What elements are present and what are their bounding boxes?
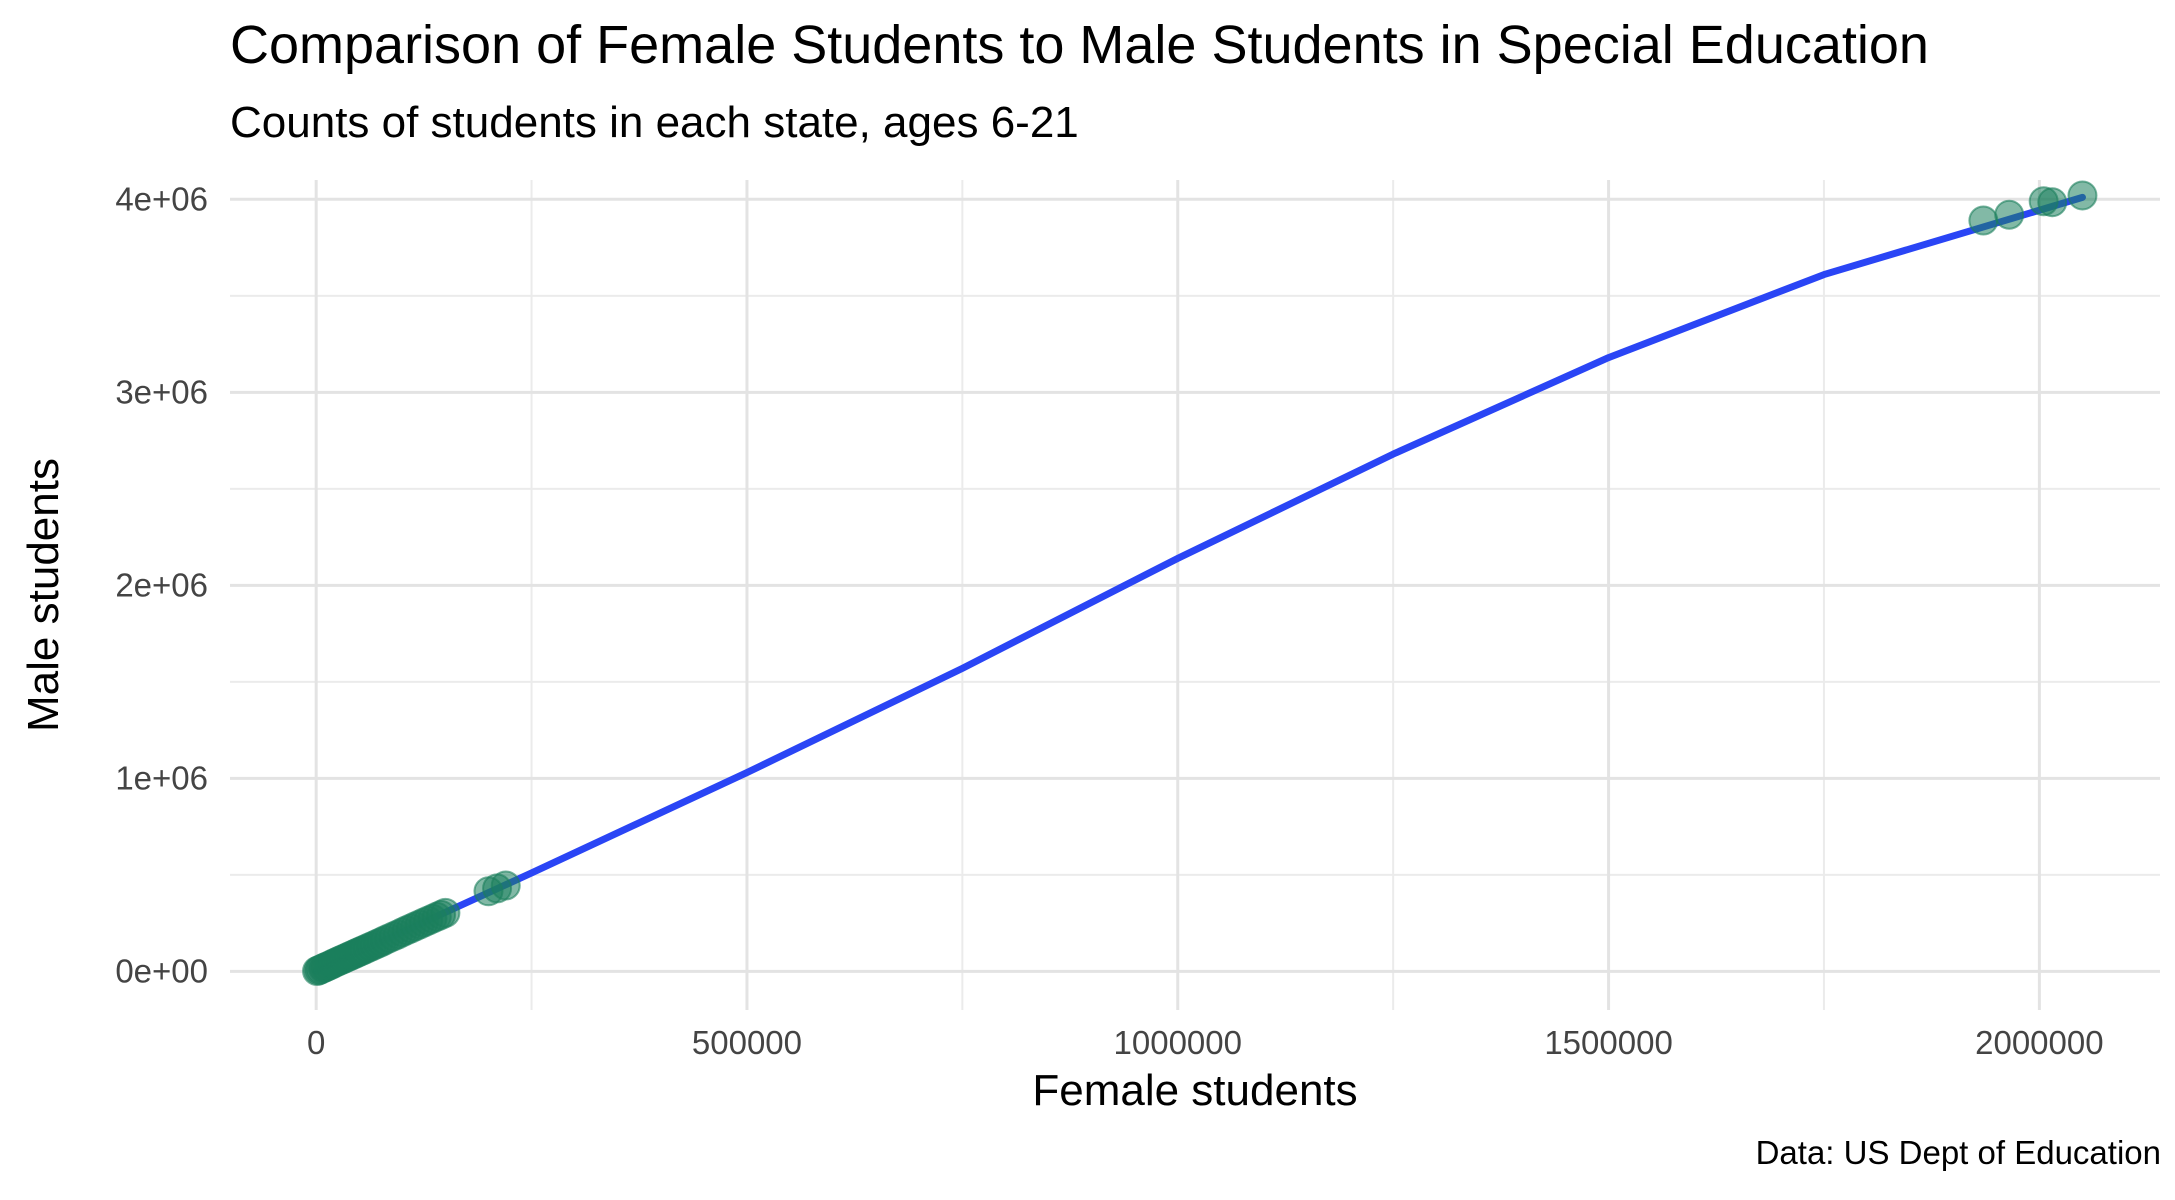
data-point (490, 870, 521, 901)
x-tick-label: 500000 (692, 1024, 802, 1061)
x-tick-label: 1500000 (1544, 1024, 1672, 1061)
y-tick-label: 4e+06 (115, 180, 208, 217)
chart-subtitle: Counts of students in each state, ages 6… (230, 98, 1079, 147)
x-tick-label: 1000000 (1114, 1024, 1242, 1061)
x-tick-label: 0 (307, 1024, 325, 1061)
y-tick-label: 0e+00 (115, 952, 208, 989)
y-tick-labels: 0e+00 1e+06 2e+06 3e+06 4e+06 (115, 180, 208, 989)
y-tick-label: 2e+06 (115, 566, 208, 603)
chart-caption: Data: US Dept of Education (1755, 1134, 2161, 1171)
data-point (1968, 205, 1999, 236)
data-point (2037, 187, 2068, 218)
y-tick-label: 1e+06 (115, 759, 208, 796)
data-point (430, 897, 461, 928)
points-group (302, 180, 2098, 987)
chart-title: Comparison of Female Students to Male St… (230, 15, 1929, 75)
trend-line-group (312, 193, 2086, 975)
y-axis-title: Male students (19, 458, 68, 732)
data-point (1994, 199, 2025, 230)
grid-lines (230, 180, 2160, 1010)
x-tick-label: 2000000 (1975, 1024, 2103, 1061)
data-point (2067, 180, 2098, 211)
x-axis-title: Female students (1032, 1066, 1357, 1115)
y-tick-label: 3e+06 (115, 373, 208, 410)
x-tick-labels: 0 500000 1000000 1500000 2000000 (307, 1024, 2104, 1061)
trend-line (312, 193, 2086, 975)
